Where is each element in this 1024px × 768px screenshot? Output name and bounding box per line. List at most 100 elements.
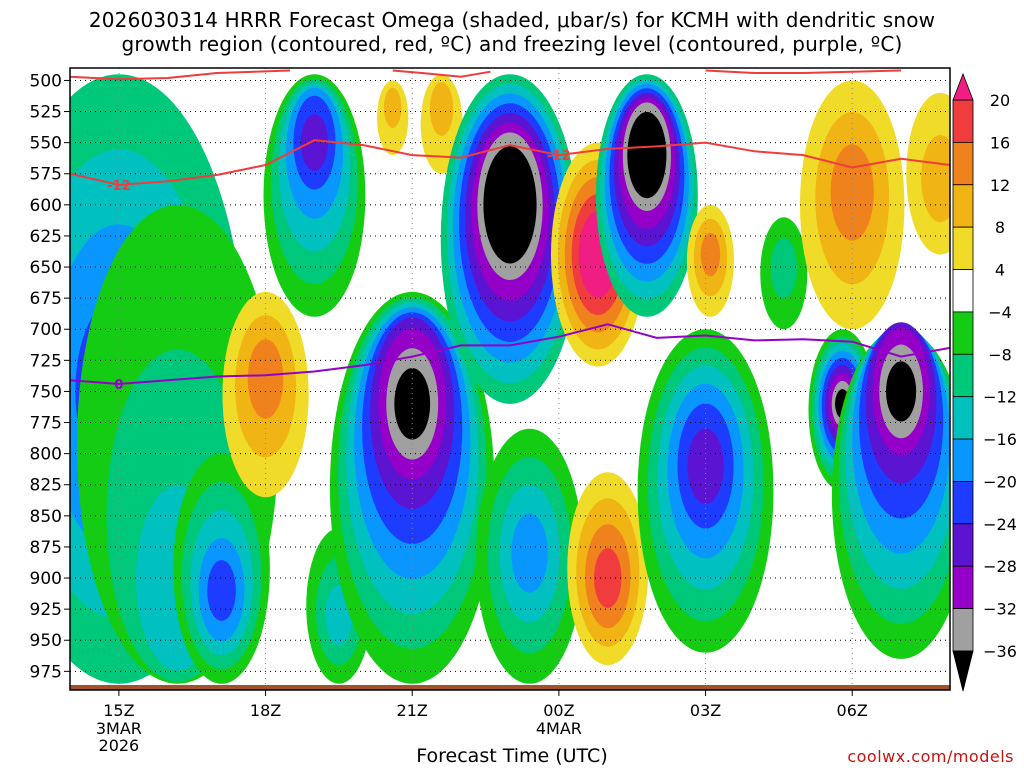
y-tick-label: 975	[30, 662, 62, 682]
y-tick-label: 950	[30, 631, 62, 651]
colorbar-label: 12	[990, 176, 1010, 195]
omega-cell	[906, 92, 950, 255]
omega-cell	[329, 291, 495, 684]
omega-cell	[760, 217, 808, 330]
y-tick-label: 650	[30, 258, 62, 278]
colorbar-swatch	[952, 396, 974, 440]
omega-contour-band	[207, 560, 236, 621]
y-axis: 500 525 550 575 600 625 650 675 700 725 750 775 800 8…	[30, 71, 70, 682]
omega-cell	[637, 329, 774, 653]
contour--12-top	[70, 69, 291, 81]
omega-cell	[686, 204, 734, 317]
x-tick-sublabel: 4MAR	[536, 719, 582, 738]
omega-cell	[376, 80, 409, 156]
omega-cell	[173, 453, 270, 684]
omega-contour-band	[700, 232, 721, 277]
omega-cell	[222, 291, 309, 498]
colorbar-top-triangle	[952, 72, 974, 101]
contour--12-top2	[392, 69, 491, 78]
colorbar-label: −4	[988, 303, 1012, 322]
colorbar-swatch	[952, 184, 974, 228]
colorbar-label: −20	[983, 472, 1017, 491]
omega-contour-band	[830, 144, 874, 241]
colorbar-label: −36	[983, 642, 1017, 661]
y-tick-label: 775	[30, 414, 62, 434]
y-tick-label: 525	[30, 103, 62, 123]
y-tick-label: 500	[30, 71, 62, 91]
y-tick-label: 900	[30, 569, 62, 589]
omega-contour-band	[511, 513, 548, 593]
omega-contour-band	[383, 87, 402, 128]
contour--12	[70, 139, 950, 186]
omega-contour-band	[594, 548, 622, 608]
chart-title: 2026030314 HRRR Forecast Omega (shaded, …	[0, 8, 1024, 56]
omega-contour-band	[886, 361, 917, 422]
colorbar-label: −16	[983, 430, 1017, 449]
contour-label: -12	[547, 149, 571, 164]
colorbar-label: 16	[990, 133, 1010, 152]
y-tick-label: 725	[30, 351, 62, 371]
y-tick-label: 625	[30, 227, 62, 247]
omega-contour-band	[429, 82, 454, 136]
colorbar-label: −28	[983, 557, 1017, 576]
x-tick-sublabel: 2026	[99, 736, 140, 755]
colorbar-bottom-triangle	[952, 650, 974, 692]
colorbar-label: −24	[983, 515, 1017, 534]
omega-cell	[420, 74, 463, 174]
contour-0	[70, 323, 950, 386]
contour-label: 0	[114, 378, 123, 393]
omega-cell	[263, 74, 366, 317]
y-tick-label: 850	[30, 507, 62, 527]
credit-link[interactable]: coolwx.com/models	[847, 747, 1014, 766]
colorbar-label: −12	[983, 388, 1017, 407]
colorbar-swatch	[952, 438, 974, 482]
omega-cell	[595, 74, 698, 317]
y-tick-label: 825	[30, 476, 62, 496]
x-tick-label: 18Z	[250, 701, 281, 720]
y-tick-label: 600	[30, 196, 62, 216]
contours: -12 -12 0	[70, 69, 950, 393]
colorbar-swatch	[952, 523, 974, 567]
omega-cell	[476, 428, 584, 684]
contour-label: -12	[107, 179, 131, 194]
colorbar-label: 4	[995, 261, 1005, 280]
colorbar-swatch	[952, 565, 974, 610]
x-tick-label: 15Z	[103, 701, 134, 720]
x-tick-sublabel: 3MAR	[96, 719, 142, 738]
contour--12-top3	[705, 69, 902, 74]
x-tick-label: 03Z	[690, 701, 721, 720]
colorbar-swatch	[952, 481, 974, 525]
grid	[70, 68, 950, 690]
x-tick-label: 21Z	[397, 701, 428, 720]
colorbar-swatch	[952, 353, 974, 398]
x-axis-title: Forecast Time (UTC)	[416, 745, 608, 767]
colorbar-swatch	[952, 269, 974, 313]
colorbar-label: 8	[995, 218, 1005, 237]
y-tick-label: 550	[30, 134, 62, 154]
omega-cell	[831, 322, 950, 659]
omega-contour-band	[687, 428, 724, 504]
x-tick-label: 00Z	[543, 701, 574, 720]
y-tick-label: 700	[30, 320, 62, 340]
x-tick-label: 06Z	[837, 701, 868, 720]
plot-frame	[69, 67, 951, 691]
y-tick-label: 750	[30, 382, 62, 402]
plot-area	[70, 68, 950, 690]
omega-contour-band	[636, 134, 658, 176]
colorbar-swatch	[952, 141, 974, 186]
y-tick-label: 800	[30, 445, 62, 465]
y-tick-label: 575	[30, 165, 62, 185]
colorbar-label: −8	[988, 345, 1012, 364]
colorbar-label: −32	[983, 600, 1017, 619]
ground-strip	[70, 685, 950, 690]
y-tick-label: 675	[30, 289, 62, 309]
omega-cell	[567, 472, 649, 666]
omega-contour-band	[300, 114, 329, 171]
y-tick-label: 925	[30, 600, 62, 620]
colorbar: 20 16 12 8 4 −4 −8 −12 −16 −20 −24 −28 −32 −36	[952, 72, 1017, 692]
y-tick-label: 875	[30, 538, 62, 558]
title-line-1: 2026030314 HRRR Forecast Omega (shaded, …	[88, 8, 936, 32]
colorbar-swatch	[952, 608, 974, 652]
